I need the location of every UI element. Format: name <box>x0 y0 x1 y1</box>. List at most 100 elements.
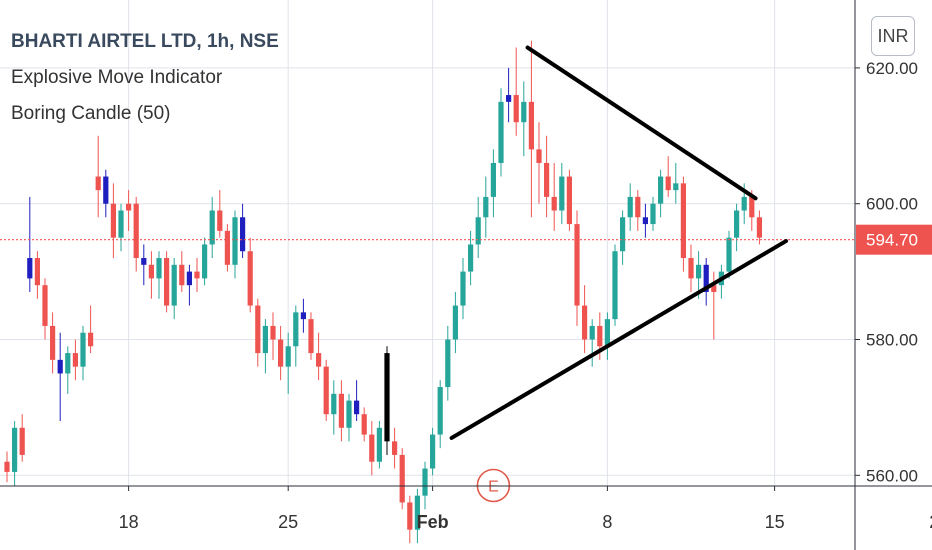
candle <box>293 305 299 367</box>
candle <box>445 325 451 401</box>
candle-body <box>42 285 48 326</box>
candle-body <box>612 251 618 320</box>
candle-body <box>536 149 542 163</box>
candle-body <box>224 230 230 265</box>
candle-body <box>506 95 512 102</box>
candle <box>262 319 268 374</box>
candle-body <box>696 264 702 279</box>
trendline-upper <box>525 45 758 201</box>
y-tick-label: 600.00 <box>866 195 918 214</box>
candle-body <box>95 176 101 191</box>
candle-body <box>582 305 588 340</box>
candle-body <box>323 366 329 415</box>
candle <box>217 190 223 238</box>
candle-body <box>749 196 755 218</box>
candle <box>650 196 656 231</box>
candle-body <box>551 196 557 211</box>
candle-body <box>559 176 565 211</box>
candle <box>148 251 154 299</box>
candle <box>642 203 648 238</box>
candle-body <box>262 325 268 354</box>
candle-body <box>528 101 534 150</box>
candle-body <box>703 264 709 292</box>
candle-body <box>354 400 360 415</box>
currency-button[interactable]: INR <box>871 16 915 56</box>
candle <box>88 305 94 354</box>
candle-body <box>346 400 352 428</box>
candle <box>285 332 291 394</box>
candle <box>703 258 709 306</box>
candle-body <box>285 346 291 367</box>
candle-body <box>34 258 40 286</box>
candle <box>627 183 633 231</box>
candle <box>80 325 86 381</box>
candle <box>278 325 284 381</box>
candle <box>658 169 664 218</box>
candle-body <box>118 210 124 238</box>
candle-body <box>650 203 656 225</box>
candle-body <box>620 217 626 252</box>
x-tick-label: 25 <box>278 512 298 532</box>
candle-body <box>186 271 192 286</box>
candle-body <box>460 271 466 306</box>
last-price-tag-bg <box>856 224 932 255</box>
candle-body <box>399 454 405 503</box>
candle <box>582 285 588 354</box>
candle <box>103 169 109 218</box>
candle-body <box>240 217 246 252</box>
last-price-tag: 594.70 <box>856 224 932 255</box>
candle-body <box>278 339 284 367</box>
candle-body <box>72 353 78 367</box>
y-tick-label: 580.00 <box>866 331 918 350</box>
candle-body <box>414 495 420 530</box>
candle-body <box>88 332 94 347</box>
candle-body <box>316 353 322 367</box>
candle <box>680 176 686 272</box>
candle-body <box>300 312 306 320</box>
candle <box>308 312 314 360</box>
candle-body <box>483 196 489 218</box>
candle <box>141 244 147 286</box>
candle-body <box>756 217 762 238</box>
candle-body <box>665 176 671 191</box>
candle <box>42 278 48 340</box>
candle <box>270 312 276 360</box>
candle <box>376 420 382 469</box>
trendline-lower <box>449 239 788 440</box>
candle <box>65 346 71 394</box>
candle-body <box>179 264 185 286</box>
candle <box>323 359 329 421</box>
candle-body <box>12 427 18 472</box>
candle-body <box>407 502 413 530</box>
candle-body <box>156 258 162 279</box>
candle <box>407 495 413 544</box>
candle <box>95 135 101 218</box>
candle <box>483 176 489 238</box>
candle <box>551 162 557 231</box>
x-tick-label: 15 <box>765 512 785 532</box>
candle <box>475 196 481 259</box>
candle <box>536 122 542 204</box>
candle <box>194 258 200 292</box>
candle-body <box>50 325 56 360</box>
candle-body <box>574 224 580 306</box>
candle-body <box>513 95 519 123</box>
candle-body <box>80 332 86 367</box>
candle-body <box>658 176 664 204</box>
candle-body <box>255 305 261 354</box>
candle-body <box>65 353 71 374</box>
candle-body <box>544 162 550 197</box>
candle-body <box>103 176 109 204</box>
explosive-marker-label: E <box>488 478 499 495</box>
candle-body <box>475 217 481 245</box>
candle <box>164 251 170 313</box>
candle-body <box>19 427 25 455</box>
candle <box>574 210 580 326</box>
candle <box>34 251 40 299</box>
indicator-boring-candle[interactable]: Boring Candle (50) <box>11 103 171 124</box>
y-tick-label: 620.00 <box>866 59 918 78</box>
indicator-explosive-move[interactable]: Explosive Move Indicator <box>11 67 223 88</box>
candle <box>566 169 572 231</box>
symbol-title[interactable]: BHARTI AIRTEL LTD, 1h, NSE <box>11 31 279 52</box>
